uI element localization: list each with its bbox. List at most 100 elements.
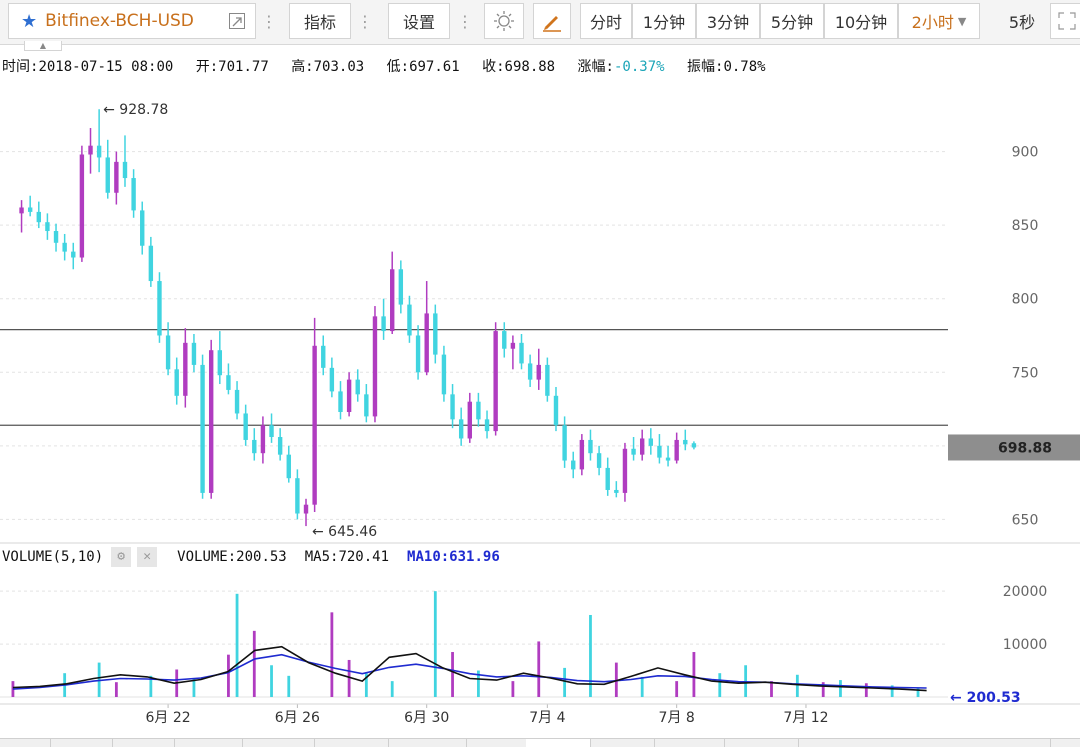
- time-tick-label: 7月 12: [783, 710, 828, 726]
- symbol-dropdown-caret-icon[interactable]: ▲: [24, 41, 62, 51]
- settings-button[interactable]: 设置: [388, 3, 450, 39]
- bottom-tab[interactable]: [590, 739, 655, 747]
- bottom-period-bar[interactable]: [0, 738, 1080, 747]
- tab-label: 3分钟: [706, 13, 750, 32]
- tab-label: 5分钟: [770, 13, 814, 32]
- candle-down: [398, 269, 404, 305]
- volume-bar: [227, 654, 230, 697]
- star-icon[interactable]: ★: [21, 10, 38, 32]
- bottom-tab[interactable]: [50, 739, 113, 747]
- tab-period-5min[interactable]: 5分钟: [760, 3, 824, 39]
- candle-up: [579, 439, 585, 470]
- candle-down: [329, 367, 335, 392]
- bottom-tab-selected[interactable]: [526, 739, 591, 747]
- volume-bar: [795, 674, 799, 697]
- symbol-menu-dots-icon[interactable]: ⋮: [261, 11, 277, 31]
- volume-bar: [839, 680, 842, 697]
- volume-bar: [235, 593, 239, 697]
- price-tick-label: 650: [1012, 512, 1039, 528]
- candle-up: [19, 207, 24, 214]
- volume-bar: [692, 652, 696, 697]
- gear-icon[interactable]: ⚙: [111, 547, 132, 567]
- volume-bar: [347, 659, 351, 697]
- tab-period-2h[interactable]: 2小时 ▼: [898, 3, 980, 39]
- candle-down: [433, 313, 438, 355]
- indicators-menu-dots-icon[interactable]: ⋮: [357, 11, 373, 31]
- candle-down: [286, 454, 291, 479]
- bottom-tab[interactable]: [990, 739, 1051, 747]
- candle-down: [140, 210, 145, 246]
- tab-period-1min[interactable]: 1分钟: [632, 3, 696, 39]
- candle-up: [493, 331, 498, 432]
- volume-bar: [270, 665, 273, 697]
- volume-bar: [330, 612, 334, 697]
- refresh-label: 5秒: [1008, 13, 1036, 32]
- time-value: 2018-07-15 08:00: [38, 59, 174, 75]
- candle-down: [458, 419, 464, 439]
- volume-ma5-line: [12, 645, 927, 692]
- draw-tool-button[interactable]: [533, 3, 571, 39]
- bottom-tab[interactable]: [112, 739, 175, 747]
- volume-ma10-line: [12, 653, 927, 690]
- candle-down: [157, 281, 162, 336]
- last-price-tag: [948, 434, 1080, 461]
- volume-bar: [114, 682, 118, 697]
- popout-icon[interactable]: [229, 13, 245, 29]
- bottom-tab[interactable]: [314, 739, 389, 747]
- theme-toggle-button[interactable]: [484, 3, 524, 39]
- candle-up: [467, 401, 472, 439]
- candle-down: [252, 439, 257, 454]
- tab-period-10min[interactable]: 10分钟: [824, 3, 898, 39]
- tab-period-3min[interactable]: 3分钟: [696, 3, 760, 39]
- candle-down: [562, 425, 567, 461]
- candle-down: [605, 467, 610, 490]
- bottom-tab[interactable]: [654, 739, 725, 747]
- bottom-tab[interactable]: [724, 739, 799, 747]
- settings-menu-dots-icon[interactable]: ⋮: [457, 11, 473, 31]
- candle-down: [441, 354, 447, 395]
- volume-bar: [175, 669, 179, 697]
- time-tick-label: 7月 8: [659, 710, 695, 726]
- candle-down: [321, 345, 326, 368]
- pencil-icon: [543, 16, 561, 32]
- time-tick-label: 6月 30: [404, 710, 449, 726]
- volume-axis: 10000 20000 ← 200.53: [950, 584, 1047, 706]
- volume-bar: [11, 681, 15, 697]
- volume-legend: VOLUME(5,10) ⚙ ✕ VOLUME:200.53 MA5:720.4…: [2, 547, 500, 567]
- symbol-label: Bitfinex-BCH-USD: [45, 11, 194, 31]
- candle-down: [519, 342, 524, 364]
- open-label: 开:: [195, 59, 219, 75]
- volume-value: VOLUME:200.53: [177, 549, 287, 565]
- volume-bar: [744, 665, 748, 697]
- candle-down: [407, 304, 412, 336]
- candle-up: [674, 439, 679, 461]
- price-annotations: ← 928.78 ← 645.46 698.88: [103, 102, 1080, 540]
- volume-bar: [821, 682, 825, 697]
- refresh-interval[interactable]: 5秒: [996, 3, 1048, 39]
- volume-bar: [192, 679, 196, 697]
- bottom-tab[interactable]: [388, 739, 467, 747]
- close-value: 698.88: [504, 59, 556, 75]
- low-label: 低:: [386, 59, 410, 75]
- candle-up: [424, 313, 429, 373]
- candle-down: [234, 389, 240, 414]
- fullscreen-button[interactable]: [1050, 3, 1080, 39]
- bottom-tab[interactable]: [174, 739, 243, 747]
- tab-period-fenshi[interactable]: 分时: [580, 3, 632, 39]
- candle-down: [364, 394, 369, 417]
- volume-bar: [614, 662, 618, 697]
- volume-legend-title: VOLUME(5,10): [2, 549, 104, 565]
- bottom-tab[interactable]: [242, 739, 315, 747]
- candle-down: [614, 489, 619, 493]
- ohlc-info-line: 时间:2018-07-15 08:00 开:701.77 高:703.03 低:…: [2, 56, 766, 76]
- price-axis: 650 700 750 800 850 900: [1012, 145, 1039, 529]
- candle-up: [372, 316, 378, 417]
- symbol-selector[interactable]: ★ Bitfinex-BCH-USD: [8, 3, 256, 39]
- volume-gridlines: [0, 590, 948, 698]
- candle-up: [88, 145, 93, 155]
- indicators-button[interactable]: 指标: [289, 3, 351, 39]
- time-axis: 6月 22 6月 26 6月 30 7月 4 7月 8 7月 12: [0, 703, 1080, 726]
- bottom-tab[interactable]: [0, 739, 51, 747]
- close-icon[interactable]: ✕: [137, 547, 158, 567]
